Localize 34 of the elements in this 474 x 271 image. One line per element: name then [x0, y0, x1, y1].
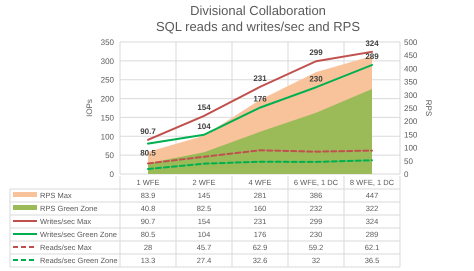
y2-tick-label: 500: [404, 38, 418, 47]
y2-tick-label: 450: [404, 51, 418, 60]
y2-tick-label: 350: [404, 78, 418, 87]
y2-tick-label: 150: [404, 130, 418, 140]
y-axis-title: IOPs: [85, 99, 94, 117]
y-tick-label: 350: [100, 38, 115, 47]
y-tick-label: 200: [100, 94, 115, 104]
annotation: 289: [365, 52, 380, 62]
y2-tick-label: 100: [404, 144, 418, 153]
line-series: [147, 159, 373, 170]
annotation: 104: [197, 122, 212, 131]
annotation: 154: [197, 102, 212, 112]
y-tick-label: 300: [100, 56, 115, 66]
annotation: 230: [309, 74, 324, 84]
y-tick-label: 50: [105, 151, 115, 160]
y-tick-label: 100: [100, 132, 115, 142]
annotation: 90.7: [140, 126, 156, 136]
chart-title: Divisional Collaboration: [190, 3, 326, 18]
y2-tick-label: 50: [404, 156, 414, 166]
annotation: 80.5: [140, 148, 156, 158]
annotation: 324: [365, 38, 380, 48]
y-tick-label: 0: [110, 170, 115, 179]
y2-tick-label: 250: [404, 104, 418, 113]
y-tick-label: 150: [100, 113, 115, 122]
y-tick-label: 250: [100, 76, 115, 85]
annotation: 176: [253, 94, 268, 104]
y2-axis-title: RPS: [424, 100, 433, 116]
y2-tick-label: 200: [404, 117, 418, 126]
annotation: 299: [309, 48, 324, 58]
y2-tick-label: 0: [404, 170, 409, 179]
chart-subtitle: SQL reads and writes/sec and RPS: [156, 19, 360, 34]
y2-tick-label: 400: [404, 64, 418, 74]
y2-tick-label: 300: [404, 90, 418, 100]
annotation: 231: [253, 74, 268, 83]
